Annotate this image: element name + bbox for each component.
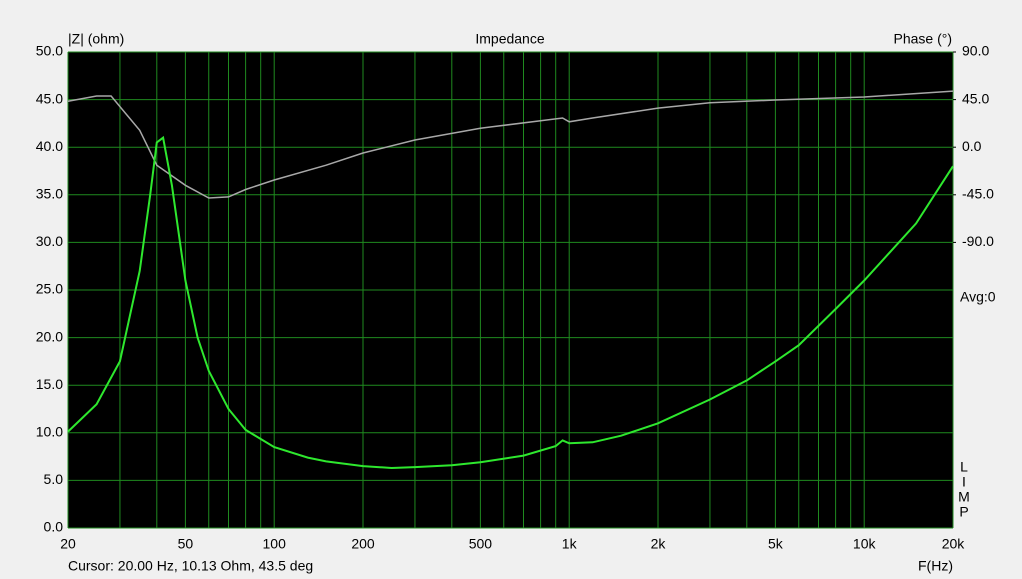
cursor-readout: Cursor: 20.00 Hz, 10.13 Ohm, 43.5 deg	[68, 558, 313, 574]
average-label: Avg:0	[960, 289, 996, 305]
y2-tick-label: -45.0	[962, 186, 994, 202]
x-tick-label: 2k	[651, 536, 667, 552]
y-axis-label: |Z| (ohm)	[68, 31, 124, 47]
side-label-letter: P	[959, 504, 968, 520]
y2-tick-label: 0.0	[962, 138, 982, 154]
x-tick-label: 10k	[853, 536, 877, 552]
x-axis-label: F(Hz)	[918, 558, 953, 574]
x-tick-label: 200	[351, 536, 375, 552]
y-tick-label: 15.0	[36, 376, 63, 392]
y-tick-label: 10.0	[36, 424, 63, 440]
y-tick-label: 45.0	[36, 90, 63, 106]
x-tick-label: 20	[60, 536, 76, 552]
y2-tick-label: 45.0	[962, 90, 989, 106]
y-tick-label: 30.0	[36, 233, 63, 249]
series-line	[67, 90, 954, 199]
y2-tick-label: 90.0	[962, 43, 989, 59]
y-tick-label: 35.0	[36, 186, 63, 202]
y-tick-label: 40.0	[36, 138, 63, 154]
x-tick-label: 1k	[562, 536, 578, 552]
y-tick-label: 0.0	[44, 519, 64, 535]
side-label-letter: M	[958, 489, 970, 505]
y-tick-label: 50.0	[36, 43, 63, 59]
x-tick-label: 20k	[942, 536, 966, 552]
y-tick-label: 5.0	[44, 471, 64, 487]
x-tick-label: 50	[178, 536, 194, 552]
y-tick-label: 20.0	[36, 328, 63, 344]
x-tick-label: 500	[469, 536, 493, 552]
series-line	[67, 135, 954, 470]
y2-tick-label: -90.0	[962, 233, 994, 249]
side-label-letter: L	[960, 459, 968, 475]
x-tick-label: 100	[263, 536, 287, 552]
x-tick-label: 5k	[768, 536, 784, 552]
chart-title: Impedance	[475, 31, 544, 47]
side-label-letter: I	[962, 474, 966, 490]
y-tick-label: 25.0	[36, 281, 63, 297]
y2-axis-label: Phase (°)	[893, 31, 952, 47]
